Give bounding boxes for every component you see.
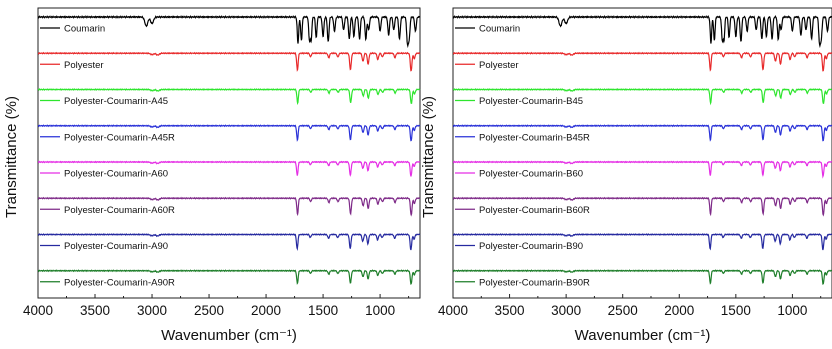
series-line-polyester-coumarin-a45 — [37, 88, 421, 106]
panel-a: 4000 3500 3000 2500 2000 1500 1000 Wavenumber (… — [3, 7, 421, 344]
x-tick-label: 4000 — [23, 303, 53, 318]
x-tick-label: 3000 — [551, 303, 581, 318]
x-axis-title: Wavenumber (cm⁻¹) — [161, 327, 297, 344]
y-axis-title: Transmittance (%) — [420, 96, 437, 218]
x-tick-label: 3000 — [137, 303, 167, 318]
series-line-polyester-coumarin-a60 — [37, 160, 421, 177]
x-axis-title: Wavenumber (cm⁻¹) — [575, 327, 711, 344]
legend-label: Polyester-Coumarin-B60R — [479, 205, 590, 216]
series-line-polyester-coumarin-b45r — [452, 124, 832, 142]
y-axis-title: Transmittance (%) — [3, 96, 20, 218]
series-line-polyester — [37, 51, 421, 72]
series-line-polyester-coumarin-b60 — [452, 160, 832, 179]
legend-label: Polyester — [64, 60, 104, 71]
x-tick-label: 3500 — [495, 303, 525, 318]
legend-label: Polyester-Coumarin-A90R — [64, 277, 175, 288]
x-tick-label: 2500 — [608, 303, 638, 318]
series-line-polyester-coumarin-b90 — [452, 232, 832, 251]
legend-label: Polyester-Coumarin-B90 — [479, 241, 583, 252]
legend-label: Polyester — [479, 60, 519, 71]
x-tick-label: 2000 — [664, 303, 694, 318]
x-tick-label: 1500 — [308, 303, 338, 318]
legend-label: Polyester-Coumarin-B45R — [479, 132, 590, 143]
x-tick-label: 2500 — [194, 303, 224, 318]
x-tick-label: 1000 — [365, 303, 395, 318]
legend-label: Polyester-Coumarin-A60R — [64, 205, 175, 216]
series-line-coumarin — [37, 15, 421, 49]
plot-frame — [37, 7, 421, 299]
legend-label: Polyester-Coumarin-A90 — [64, 241, 168, 252]
series-line-polyester-coumarin-a60r — [37, 196, 421, 217]
legend-label: Polyester-Coumarin-A45 — [64, 96, 168, 107]
legend-label: Polyester-Coumarin-B60 — [479, 169, 583, 180]
plot-frame — [452, 7, 832, 299]
series-line-polyester-coumarin-a90r — [37, 269, 421, 285]
panel-b: 4000 3500 3000 2500 2000 1500 1000 Wavenumber (… — [420, 7, 832, 344]
legend-label: Coumarin — [64, 24, 105, 35]
series-line-polyester — [452, 51, 832, 72]
series-line-polyester-coumarin-b45 — [452, 87, 832, 106]
legend-label: Coumarin — [479, 24, 520, 35]
x-tick-label: 4000 — [438, 303, 468, 318]
legend-label: Polyester-Coumarin-B45 — [479, 96, 583, 107]
x-tick-label: 1000 — [777, 303, 807, 318]
series-line-coumarin — [452, 14, 832, 49]
x-tick-label: 3500 — [80, 303, 110, 318]
x-tick-label: 2000 — [251, 303, 281, 318]
series-line-polyester-coumarin-a90 — [37, 233, 421, 251]
series-line-polyester-coumarin-b60r — [452, 196, 832, 217]
legend-label: Polyester-Coumarin-A45R — [64, 132, 175, 143]
series-line-polyester-coumarin-b90r — [452, 269, 832, 285]
legend-label: Polyester-Coumarin-A60 — [64, 169, 168, 180]
series-line-polyester-coumarin-a45r — [37, 124, 421, 142]
x-tick-label: 1500 — [721, 303, 751, 318]
legend-label: Polyester-Coumarin-B90R — [479, 277, 590, 288]
